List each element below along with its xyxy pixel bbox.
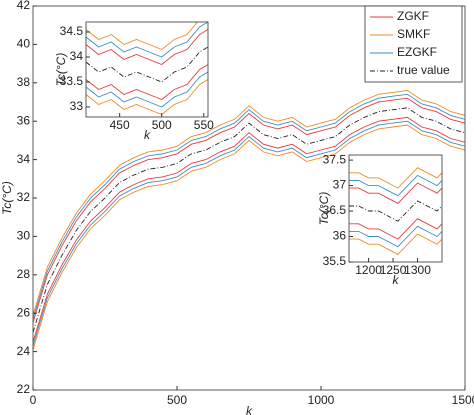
series-line [33, 93, 465, 320]
y-tick-label: 36.5 [323, 203, 347, 217]
y-tick-label: 28 [17, 267, 31, 281]
series-line [349, 218, 442, 240]
x-tick-label: 1500 [452, 393, 474, 407]
x-tick-label: 550 [194, 118, 214, 132]
x-tick-label: 1250 [380, 263, 407, 277]
plot [349, 167, 442, 255]
y-tick-label: 34 [17, 152, 31, 166]
x-axis-label: k [393, 273, 400, 287]
series-line [86, 71, 208, 108]
x-tick-label: 500 [167, 393, 187, 407]
y-axis-label: Tc(°C) [0, 181, 14, 215]
series-line [349, 225, 442, 248]
series-line [86, 22, 208, 58]
y-tick-label: 32 [17, 190, 31, 204]
x-tick-label: 500 [152, 118, 172, 132]
y-tick-label: 40 [17, 37, 31, 51]
series-line [33, 116, 465, 343]
y-tick-label: 37 [333, 178, 347, 192]
series-line [33, 124, 465, 350]
series-line [33, 120, 465, 346]
y-tick-label: 33.5 [60, 74, 84, 88]
x-tick-label: 1200 [355, 263, 382, 277]
series-line [349, 167, 442, 189]
series-line [33, 90, 465, 316]
y-tick-label: 35.5 [323, 254, 347, 268]
series-line [86, 46, 208, 83]
y-tick-label: 37.5 [323, 152, 347, 166]
x-tick-label: 1000 [308, 393, 335, 407]
legend-box [364, 5, 463, 83]
y-tick-label: 26 [17, 305, 31, 319]
y-axis-label: Tc(°C) [54, 53, 68, 87]
series-line [86, 79, 208, 116]
y-tick-label: 24 [17, 344, 31, 358]
plot [33, 90, 465, 350]
series-line [86, 64, 208, 101]
y-tick-label: 36 [17, 113, 31, 127]
series-line [86, 29, 208, 66]
y-tick-label: 38 [17, 75, 31, 89]
y-tick-label: 36 [333, 229, 347, 243]
y-tick-label: 30 [17, 229, 31, 243]
x-axis-label: k [144, 128, 151, 142]
y-axis-label: Tc(°C) [317, 192, 331, 226]
series-line [33, 107, 465, 333]
series-line [349, 174, 442, 197]
series-line [349, 182, 442, 204]
plot [86, 22, 208, 116]
axes-box [85, 21, 209, 118]
series-line [86, 22, 199, 51]
x-tick-label: 450 [110, 118, 130, 132]
y-tick-label: 34 [70, 49, 84, 63]
y-tick-label: 42 [17, 0, 31, 12]
x-axis-label: k [246, 404, 253, 415]
y-tick-label: 33 [70, 99, 84, 113]
series-line [33, 97, 465, 323]
legend-label: SMKF [397, 27, 430, 41]
y-tick-label: 34.5 [60, 24, 84, 38]
y-tick-label: 22 [17, 382, 31, 396]
x-tick-label: 0 [30, 393, 37, 407]
series-line [349, 233, 442, 255]
axes-box [348, 154, 443, 263]
legend-label: EZGKF [397, 45, 437, 59]
x-tick-label: 1300 [404, 263, 431, 277]
legend-label: true value [397, 63, 450, 77]
legend-label: ZGKF [397, 9, 429, 23]
series-line [349, 200, 442, 222]
